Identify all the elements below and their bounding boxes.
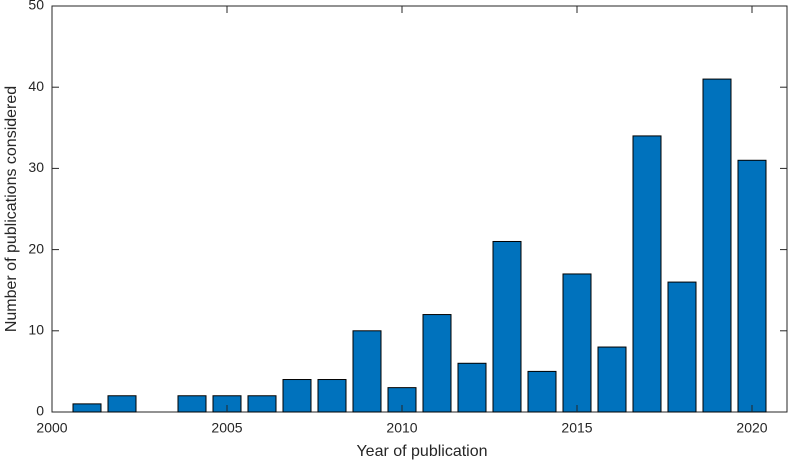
bar xyxy=(422,314,452,413)
bar xyxy=(352,330,382,413)
bar xyxy=(702,78,732,413)
x-tick-label: 2010 xyxy=(386,420,417,436)
axes-box xyxy=(51,5,788,413)
bar xyxy=(562,273,592,413)
bar xyxy=(72,403,102,413)
bar xyxy=(317,379,347,413)
bar xyxy=(667,281,697,413)
bar xyxy=(247,395,277,413)
y-tick-label: 50 xyxy=(28,0,44,13)
x-tick-label: 2015 xyxy=(561,420,592,436)
bar xyxy=(527,370,557,413)
bar xyxy=(737,159,767,413)
y-tick-label: 20 xyxy=(28,240,44,256)
x-axis-label: Year of publication xyxy=(356,443,487,460)
bar xyxy=(492,240,522,413)
x-tick-label: 2005 xyxy=(211,420,242,436)
y-tick-label: 40 xyxy=(28,78,44,94)
bar xyxy=(597,346,627,413)
bar xyxy=(282,379,312,413)
y-tick-label: 10 xyxy=(28,322,44,338)
bar xyxy=(107,395,137,413)
bar xyxy=(177,395,207,413)
x-tick-label: 2000 xyxy=(36,420,67,436)
bar xyxy=(457,362,487,413)
y-axis-label: Number of publications considered xyxy=(3,86,20,332)
y-tick-label: 30 xyxy=(28,159,44,175)
bar xyxy=(632,135,662,413)
x-tick-label: 2020 xyxy=(736,420,767,436)
y-tick-label: 0 xyxy=(36,403,44,419)
